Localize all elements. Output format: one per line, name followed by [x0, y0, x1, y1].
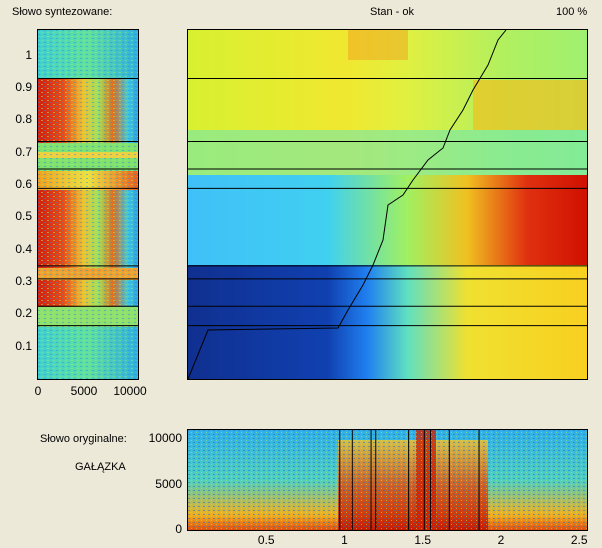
bottom-y-tick: 10000	[148, 431, 182, 446]
left-y-tick: 0.3	[15, 274, 32, 289]
left-x-tick: 5000	[70, 384, 98, 398]
synth-word-label: Słowo syntezowane:	[12, 6, 113, 18]
original-spectrogram[interactable]	[187, 429, 588, 531]
left-y-tick: 0.7	[15, 144, 32, 159]
bottom-x-tick: 2	[497, 533, 505, 547]
original-word-value: GAŁĄZKA	[75, 461, 126, 473]
left-y-tick: 0.6	[15, 177, 32, 192]
left-y-tick: 0.9	[15, 80, 32, 95]
left-x-tick: 10000	[113, 384, 147, 398]
left-y-tick: 0.1	[15, 338, 32, 353]
synth-spectrogram[interactable]	[37, 29, 139, 380]
bottom-x-tick: 1	[341, 533, 348, 547]
progress-text: 100 %	[556, 6, 588, 18]
left-y-tick: 1	[25, 47, 32, 62]
left-y-tick: 0.2	[15, 306, 32, 321]
left-y-tick: 0.5	[15, 209, 32, 224]
original-word-label: Słowo oryginalne:	[40, 433, 127, 445]
status-text: Stan - ok	[370, 6, 415, 18]
left-y-tick: 0.4	[15, 241, 32, 256]
bottom-x-tick: 2.5	[570, 533, 588, 547]
alignment-path	[188, 30, 507, 379]
bottom-x-tick: 1.5	[414, 533, 432, 547]
left-y-tick: 0.8	[15, 112, 32, 127]
bottom-x-tick: 0.5	[257, 533, 275, 547]
bottom-y-tick: 5000	[155, 476, 182, 491]
left-x-tick: 0	[34, 384, 42, 398]
bottom-y-tick: 0	[175, 522, 182, 536]
alignment-matrix[interactable]	[187, 29, 588, 380]
